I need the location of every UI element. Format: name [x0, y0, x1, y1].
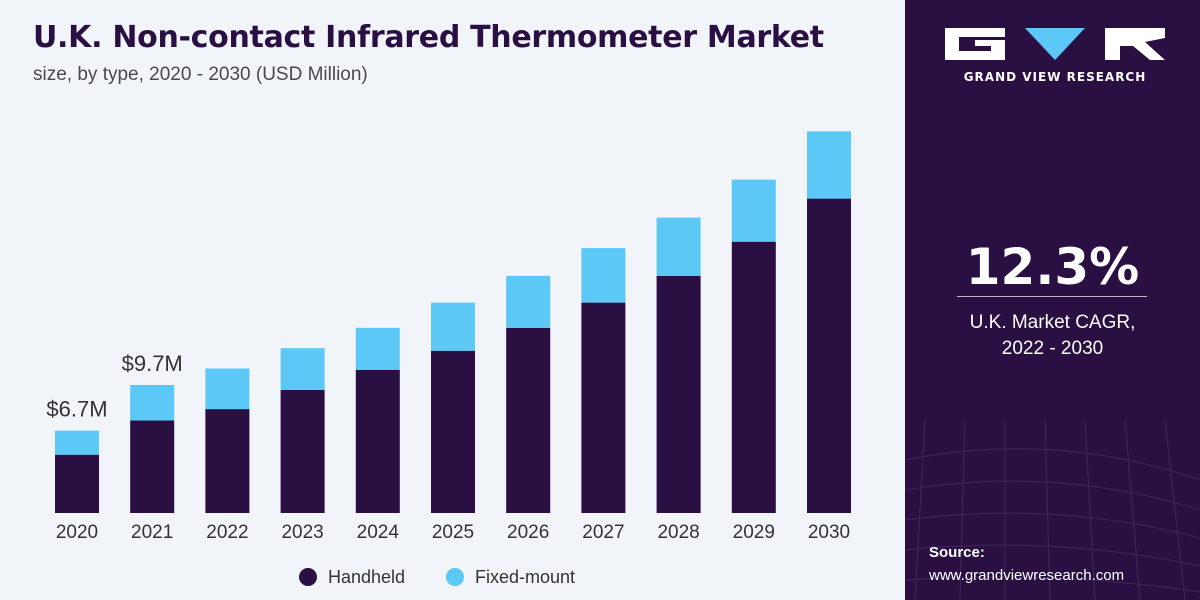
cagr-label-line1: U.K. Market CAGR,	[969, 312, 1136, 333]
legend-swatch-fixed-mount	[446, 568, 464, 586]
chart-title: U.K. Non-contact Infrared Thermometer Ma…	[33, 20, 824, 55]
x-tick-labels: 2020 2021 2022 2023 2024 2025 2026 2027 2028 2029…	[56, 522, 850, 543]
data-annotations: $6.7M $9.7M	[46, 351, 182, 422]
bar-fixed-mount-2024	[355, 327, 400, 370]
x-tick-label-2030: 2030	[808, 522, 850, 543]
bar-fixed-mount-2023	[280, 348, 325, 390]
source-url[interactable]: www.grandviewresearch.com	[929, 567, 1125, 584]
bar-chart: 2020 2021 2022 2023 2024 2025 2026 2027 2028 2029…	[46, 131, 851, 587]
x-tick-label-2023: 2023	[281, 522, 323, 543]
x-tick-label-2027: 2027	[582, 522, 624, 543]
bar-handheld-2023	[280, 390, 325, 513]
side-panel: GRAND VIEW RESEARCH 12.3% U.K. Market CA…	[905, 0, 1200, 600]
x-tick-label-2025: 2025	[432, 522, 474, 543]
bar-fixed-mount-2028	[656, 217, 701, 276]
bar-fixed-mount-2026	[506, 275, 551, 328]
x-tick-label-2021: 2021	[131, 522, 173, 543]
cagr-value: 12.3%	[965, 238, 1140, 296]
x-tick-label-2028: 2028	[657, 522, 699, 543]
bar-handheld-2026	[506, 327, 551, 513]
bar-fixed-mount-2030	[807, 131, 851, 199]
chart-subtitle: size, by type, 2020 - 2030 (USD Million)	[33, 64, 368, 85]
bar-fixed-mount-2027	[581, 248, 626, 303]
bar-fixed-mount-2021	[130, 385, 175, 421]
bar-handheld-2024	[355, 369, 400, 513]
bar-handheld-2028	[656, 275, 701, 513]
bar-handheld-2027	[581, 302, 626, 513]
x-tick-label-2020: 2020	[56, 522, 98, 543]
bar-fixed-mount-2022	[205, 368, 250, 410]
bar-handheld-2022	[205, 409, 250, 513]
bars-group	[55, 131, 851, 513]
bar-fixed-mount-2020	[55, 430, 99, 455]
x-tick-label-2022: 2022	[206, 522, 248, 543]
bar-handheld-2029	[731, 241, 776, 513]
grand-view-research-logo	[945, 28, 1165, 60]
bar-fixed-mount-2029	[731, 179, 776, 242]
cagr-label: U.K. Market CAGR, 2022 - 2030	[905, 310, 1200, 362]
x-tick-label-2026: 2026	[507, 522, 549, 543]
data-label-2021: $9.7M	[122, 351, 183, 376]
source-label: Source:	[929, 544, 985, 561]
bar-handheld-2021	[130, 420, 175, 513]
chart-panel: U.K. Non-contact Infrared Thermometer Ma…	[0, 0, 905, 600]
bar-fixed-mount-2025	[431, 302, 475, 351]
legend-label-handheld: Handheld	[328, 567, 405, 587]
x-tick-label-2024: 2024	[357, 522, 400, 543]
legend-label-fixed-mount: Fixed-mount	[475, 567, 575, 587]
divider	[957, 296, 1147, 297]
x-tick-label-2029: 2029	[733, 522, 775, 543]
grid-wave-decoration	[905, 420, 1200, 600]
bar-handheld-2020	[55, 454, 99, 513]
legend-swatch-handheld	[299, 568, 317, 586]
bar-handheld-2025	[431, 350, 475, 513]
bar-handheld-2030	[807, 198, 851, 513]
data-label-2020: $6.7M	[46, 397, 107, 422]
legend: Handheld Fixed-mount	[299, 567, 575, 587]
cagr-label-line2: 2022 - 2030	[1001, 338, 1104, 359]
brand-name: GRAND VIEW RESEARCH	[963, 70, 1147, 84]
